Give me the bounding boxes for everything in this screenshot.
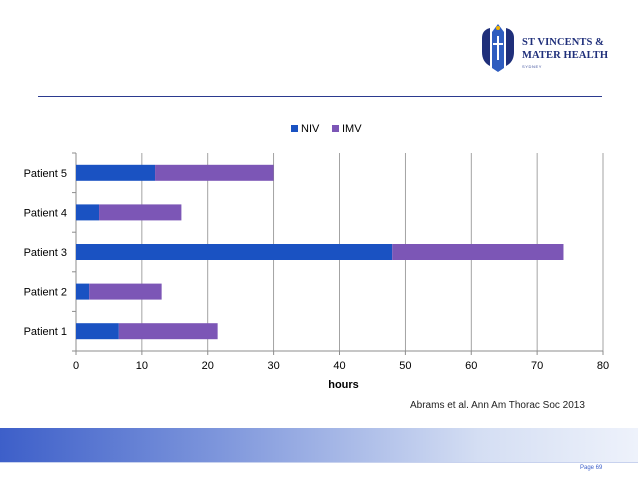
x-tick-label: 80: [597, 360, 609, 372]
x-tick-label: 30: [268, 360, 280, 372]
bar-imv: [392, 244, 564, 260]
bar-niv: [76, 204, 100, 221]
bar-imv: [118, 323, 218, 340]
stacked-bar-chart: 0 10 20 30 40 50 60 70 80 hours Patient 1 Patient 2…: [24, 123, 610, 391]
footer-band: [0, 428, 638, 462]
y-category-label: Patient 4: [24, 207, 67, 219]
logo-text-line3: SYDNEY: [522, 64, 543, 69]
x-tick-label: 50: [399, 360, 411, 372]
bar-imv: [89, 283, 162, 300]
legend-label: IMV: [342, 123, 362, 135]
x-axis-title: hours: [328, 379, 359, 391]
x-tick-label: 40: [333, 360, 345, 372]
y-category-label: Patient 5: [24, 168, 67, 180]
footer-divider: [0, 462, 638, 463]
legend-label: NIV: [301, 123, 320, 135]
x-tick-label: 60: [465, 360, 477, 372]
y-category-label: Patient 2: [24, 287, 67, 299]
bar-niv: [76, 164, 156, 181]
citation-text: Abrams et al. Ann Am Thorac Soc 2013: [410, 400, 585, 411]
logo-text-line2: MATER HEALTH: [522, 50, 609, 61]
bar-niv: [76, 283, 90, 300]
bar-imv: [155, 164, 274, 181]
bar-niv: [76, 244, 393, 260]
legend-swatch: [291, 125, 298, 132]
legend-swatch: [332, 125, 339, 132]
title-divider: [38, 96, 602, 97]
st-vincents-mater-health-logo: ST VINCENTS & MATER HEALTH SYDNEY: [478, 22, 608, 74]
x-tick-label: 20: [202, 360, 214, 372]
bar-niv: [76, 323, 119, 340]
y-category-label: Patient 3: [24, 247, 67, 259]
crest-emblem-icon: [482, 24, 514, 72]
x-tick-label: 70: [531, 360, 543, 372]
y-category-label: Patient 1: [24, 326, 67, 338]
logo-text-line1: ST VINCENTS &: [522, 37, 605, 48]
x-tick-label: 0: [73, 360, 79, 372]
bar-imv: [99, 204, 182, 221]
page-number: Page 69: [580, 465, 603, 471]
x-tick-label: 10: [136, 360, 148, 372]
